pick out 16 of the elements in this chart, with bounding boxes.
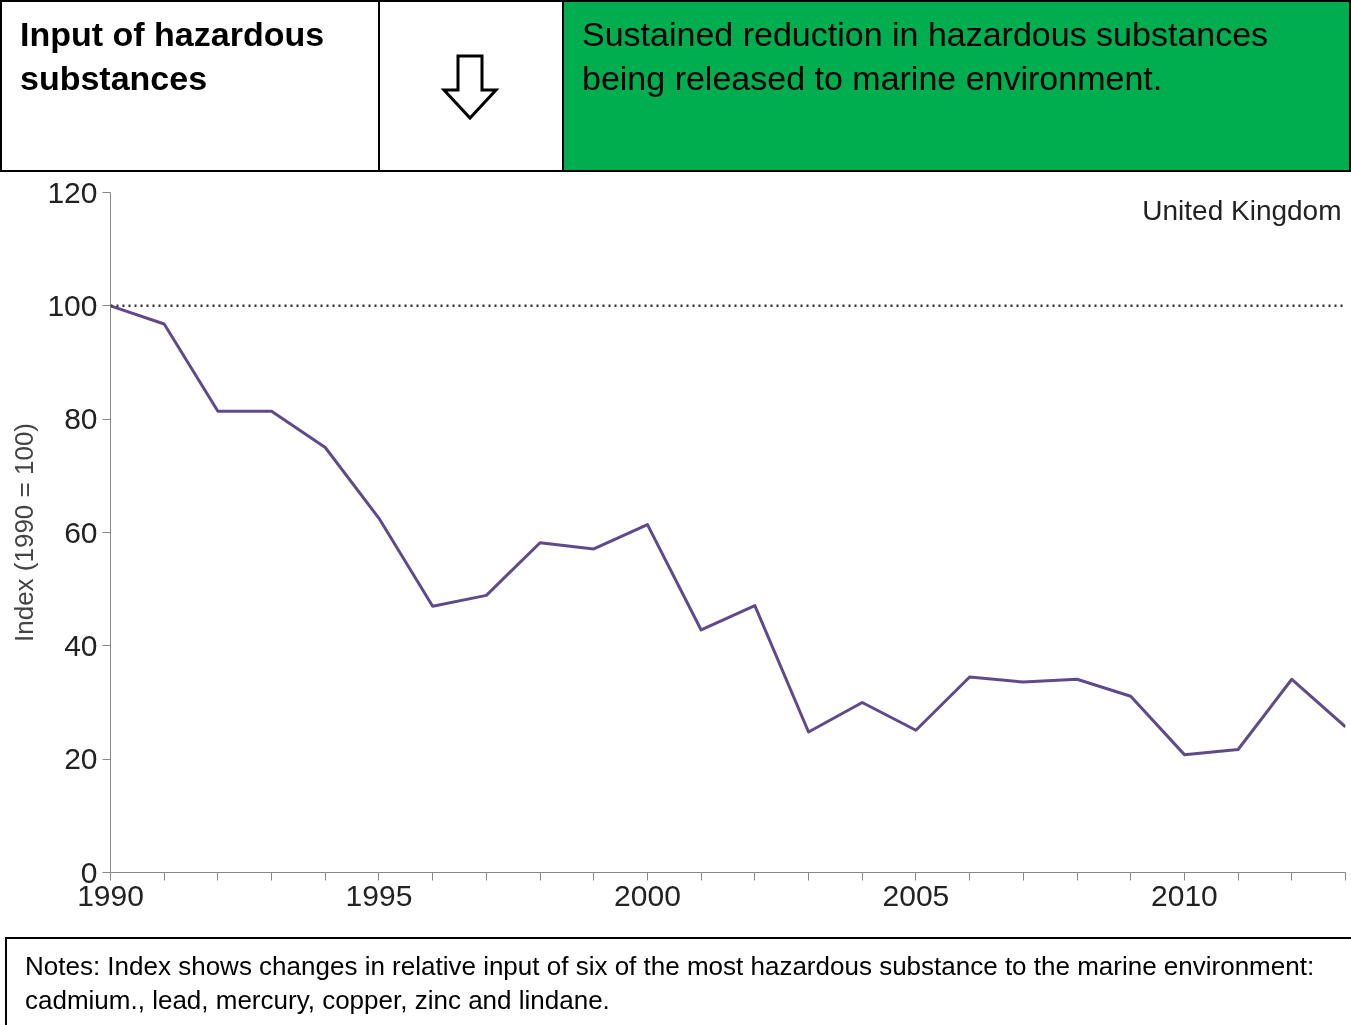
y-tick-label: 40 (64, 628, 98, 662)
x-tick-label: 1995 (345, 878, 413, 912)
y-tick-label: 20 (64, 742, 98, 776)
text: Notes: Index shows changes in relative input of six of the most hazardous substance to the marine environment: cadmium., lead, mercury, copper, zinc and lindane. (25, 950, 1316, 1017)
x-tick-label: 2010 (1151, 878, 1218, 912)
chart-title: Input of hazardous substances (20, 14, 326, 99)
y-axis-title: Index (1990 = 100) (9, 423, 40, 642)
line-series (110, 304, 1346, 757)
annotation: United Kingdom (1142, 194, 1342, 226)
x-tick-label: 2000 (614, 878, 681, 912)
y-tick-label: 100 (47, 288, 98, 322)
chart-subtitle: Sustained reduction in hazardous substances being released to marine environment. (582, 14, 1270, 99)
y-tick-label: 80 (64, 402, 98, 436)
y-tick-label: 60 (64, 515, 98, 549)
y-tick-label: 120 (47, 175, 98, 209)
x-tick-label: 2005 (882, 878, 950, 912)
